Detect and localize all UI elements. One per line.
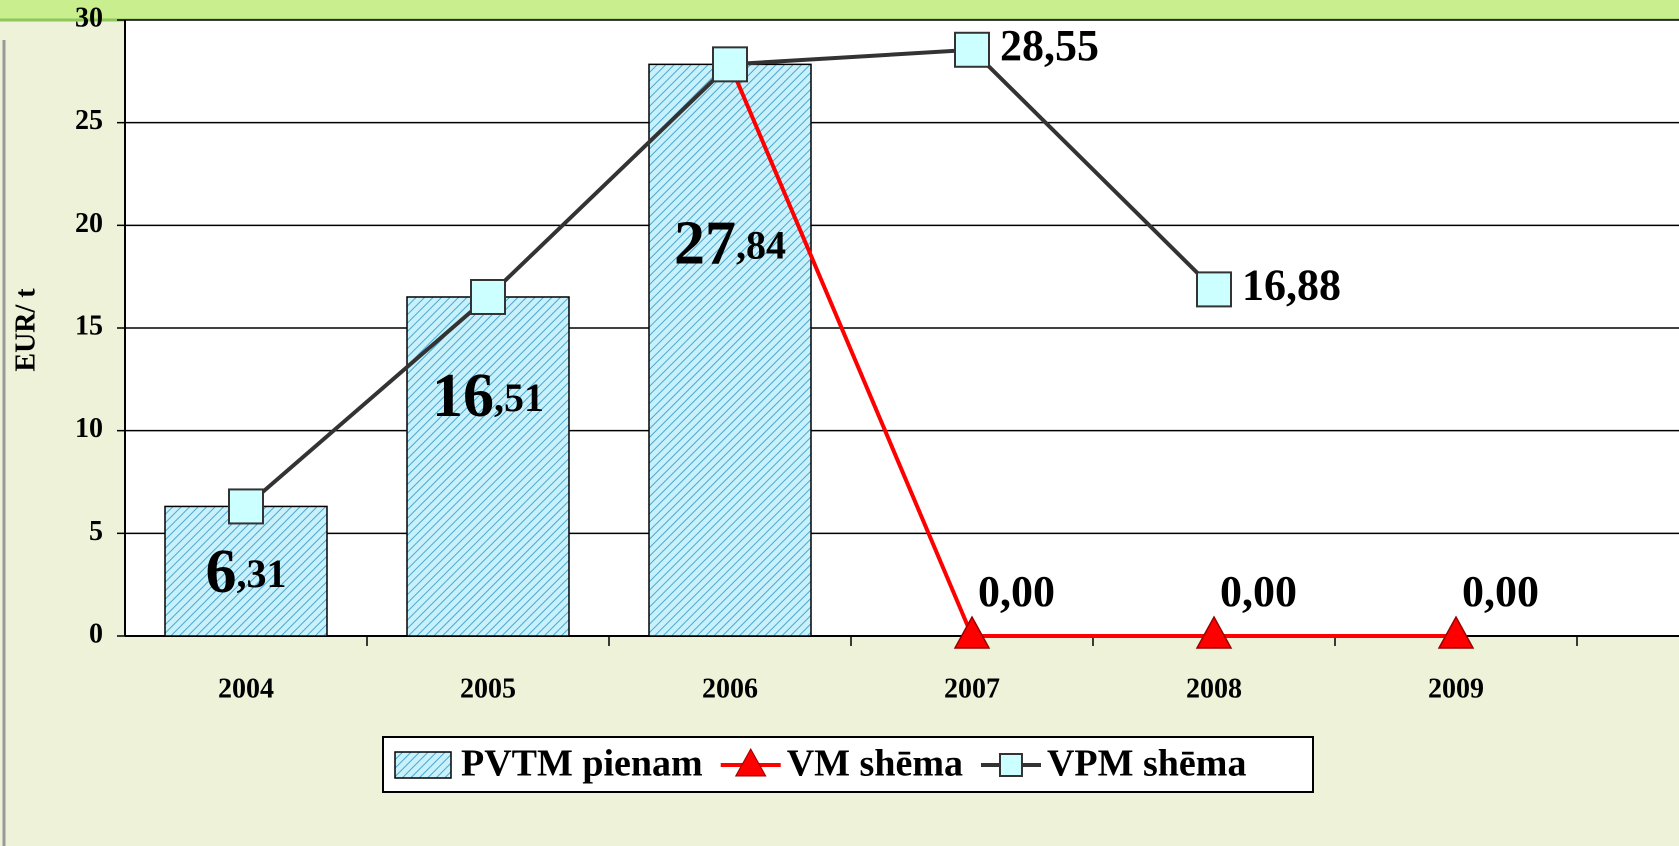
y-tick-label: 30: [75, 2, 103, 33]
bar: [164, 505, 328, 637]
data-label: 0,00: [1462, 567, 1539, 616]
marker: [954, 31, 990, 68]
data-label: 27,84: [674, 210, 786, 278]
label-frac: ,31: [237, 551, 287, 596]
data-label: 0,00: [1220, 567, 1297, 616]
legend-marker: [734, 747, 767, 777]
marker: [1437, 615, 1475, 649]
legend-label: PVTM pienam: [461, 743, 703, 785]
y-tick-label: 0: [89, 618, 103, 649]
label-frac: ,84: [736, 223, 786, 268]
marker: [470, 278, 506, 315]
marker: [228, 488, 264, 525]
data-label: 16,88: [1242, 260, 1341, 309]
legend-label: VPM shēma: [1047, 743, 1246, 785]
marker: [1196, 271, 1232, 308]
legend-box: [382, 736, 1314, 793]
y-tick-label: 10: [75, 413, 103, 444]
x-tick-label: 2008: [1186, 673, 1242, 704]
marker: [712, 46, 748, 83]
x-tick-label: 2007: [944, 673, 1000, 704]
legend-marker: [998, 753, 1023, 777]
y-tick-label: 25: [75, 105, 103, 136]
label-int: 16: [432, 362, 494, 430]
label-int: 27: [674, 210, 736, 278]
y-tick-label: 5: [89, 516, 103, 547]
legend: PVTM pienam VM shēma VPM shēma: [382, 736, 1314, 793]
marker: [1195, 615, 1233, 649]
bar: [648, 63, 812, 637]
data-label: 0,00: [978, 567, 1055, 616]
bar: [406, 296, 570, 637]
x-tick-label: 2004: [218, 673, 274, 704]
data-label: 28,55: [1000, 21, 1099, 70]
legend-swatch: [394, 751, 452, 779]
x-tick-label: 2005: [460, 673, 516, 704]
legend-label: VM shēma: [787, 743, 963, 785]
top-strip: [0, 0, 1679, 20]
x-tick-label: 2009: [1428, 673, 1484, 704]
y-tick-label: 20: [75, 208, 103, 239]
data-label: 16,51: [432, 362, 544, 430]
x-tick-label: 2006: [702, 673, 758, 704]
y-axis-label: EUR/ t: [10, 288, 41, 372]
line: [728, 63, 1456, 638]
marker: [953, 615, 991, 649]
label-frac: ,51: [494, 375, 544, 420]
data-label: 6,31: [206, 538, 287, 606]
label-int: 6: [206, 538, 237, 606]
y-tick-label: 15: [75, 310, 103, 341]
